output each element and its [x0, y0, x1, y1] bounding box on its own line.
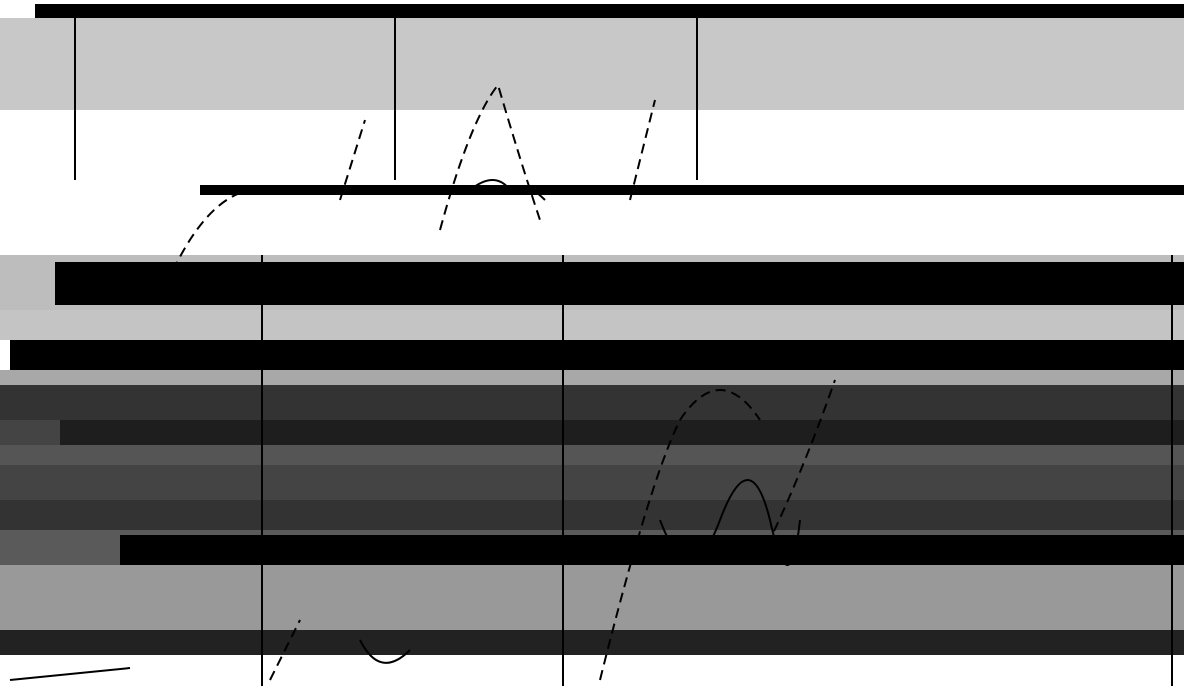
- band: [200, 185, 1184, 195]
- dashed-curve: [439, 82, 541, 231]
- band: [10, 340, 1184, 370]
- band: [0, 500, 1184, 530]
- curves: [159, 82, 836, 681]
- band: [0, 310, 1184, 340]
- solid-curve: [359, 639, 411, 664]
- band: [60, 420, 1184, 445]
- frame-lines: [74, 18, 1173, 686]
- dashed-curve: [599, 389, 761, 681]
- dashed-curve: [339, 119, 366, 201]
- solid-curve: [9, 667, 131, 681]
- band: [0, 18, 1184, 110]
- band: [55, 262, 1184, 305]
- band: [0, 465, 1184, 500]
- band: [0, 420, 60, 445]
- dashed-curve: [159, 189, 251, 301]
- band: [0, 565, 1184, 630]
- solid-curve: [469, 179, 546, 201]
- band: [0, 385, 1184, 420]
- band: [35, 4, 1184, 18]
- band: [0, 630, 1184, 655]
- dashed-curve: [269, 619, 301, 681]
- dashed-curve: [629, 99, 656, 201]
- band: [0, 445, 1184, 465]
- dashed-curve: [759, 379, 836, 561]
- solid-curves: [9, 179, 801, 681]
- solid-curve: [659, 479, 801, 566]
- band: [0, 370, 1184, 385]
- band: [120, 535, 1184, 565]
